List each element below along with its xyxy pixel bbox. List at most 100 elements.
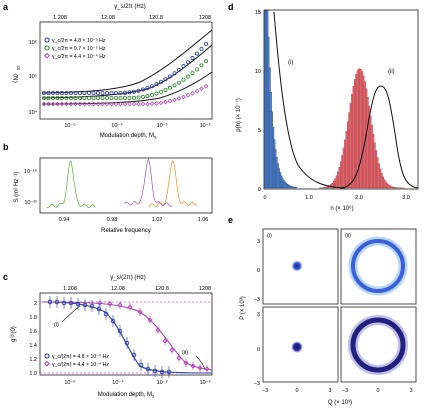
panel-a-point — [199, 63, 204, 68]
panel-a-point — [118, 96, 123, 101]
panel-a-point — [50, 101, 56, 107]
panel-a-point — [69, 91, 74, 96]
panel-c-point — [89, 303, 95, 309]
panel-c-y-tick: 1.6 — [29, 329, 37, 335]
panel-a-point — [123, 96, 128, 101]
panel-d-y-tick: 10 — [255, 69, 261, 75]
panel-a-point — [154, 91, 159, 96]
panel-b-y-tick: 10⁻²¹ — [24, 200, 37, 206]
panel-a-point — [145, 101, 150, 107]
panel-a-point — [46, 96, 51, 101]
panel-e-annot-i: (i) — [267, 233, 272, 239]
panel-a-point — [199, 86, 204, 92]
panel-c-point — [166, 369, 172, 375]
panel-a-point — [176, 96, 182, 101]
panel-b-spectrum-1 — [124, 158, 173, 207]
phase-space-ring-ii-theory — [350, 317, 406, 373]
panel-c-fit-purple — [41, 301, 213, 371]
panel-a-point — [149, 84, 154, 89]
panel-a-point — [96, 96, 101, 101]
panel-e-x-tick: −3 — [262, 388, 268, 394]
panel-b-y-label: S (m² Hz⁻¹) — [14, 172, 20, 203]
panel-a-point — [136, 88, 141, 93]
phase-space-dot-i — [291, 260, 303, 272]
panel-c-point — [117, 328, 123, 334]
panel-d-x-tick: 0 — [263, 195, 266, 201]
panel-c-y-label: g⁽²⁾(0) — [10, 326, 17, 342]
panel-a-point — [203, 41, 208, 46]
panel-a-point — [51, 96, 56, 101]
legend-marker-green — [44, 45, 50, 51]
panel-a-point — [176, 67, 181, 72]
panel-a-point — [158, 89, 163, 94]
panel-a-point — [127, 101, 132, 107]
panel-a-y-tick: 10⁴ — [29, 109, 38, 116]
panel-c: c γ_s/(2π) (Hz) 1.208 12.08 120.8 1208 g… — [3, 272, 213, 399]
panel-a-point — [190, 71, 195, 76]
phase-space-dot-i-theory — [291, 341, 303, 353]
panel-a-top-ticks: 1.208 12.08 120.8 1208 — [53, 15, 211, 21]
panel-a-x-tick: 10⁻⁴ — [111, 122, 123, 129]
panel-a-point — [100, 91, 105, 96]
panel-a-point — [123, 90, 128, 95]
panel-e-annot-ii: (ii) — [345, 233, 351, 239]
panel-a-point — [185, 60, 190, 65]
panel-a-point — [163, 77, 168, 82]
panel-a-point — [105, 91, 110, 96]
panel-c-point — [103, 311, 109, 317]
panel-d-x-tick: 1.0 — [305, 195, 313, 201]
panel-a-point — [199, 46, 204, 51]
panel-d-y-label: p(n) (× 10⁻⁷) — [235, 98, 242, 132]
panel-a-point — [181, 94, 186, 100]
panel-c-point — [183, 360, 189, 366]
panel-c-point — [197, 365, 203, 371]
panel-a-point — [96, 91, 101, 96]
panel-d-fit-ii — [339, 85, 419, 189]
panel-a-top-tick: 1208 — [199, 15, 211, 21]
panel-b-spectra — [46, 158, 197, 208]
panel-a-y-ticks: 10⁴ 10⁵ 10⁶ — [29, 39, 38, 116]
panel-c-x-tick: 10⁻⁴ — [112, 379, 124, 386]
panel-d-bar-i — [295, 187, 298, 189]
panel-a-point — [87, 96, 92, 101]
panel-b-x-tick: 1.06 — [198, 217, 209, 223]
panel-b-spectrum-2 — [148, 160, 197, 208]
panel-a-point — [131, 95, 136, 100]
panel-a-point — [64, 96, 69, 101]
panel-a-point — [140, 101, 146, 107]
panel-c-legend-item: γ_c/(2π) = 4.4 × 10⁻⁴ Hz — [52, 362, 109, 368]
panel-a-point — [203, 59, 208, 64]
panel-c-point — [75, 301, 81, 307]
panel-a-point — [73, 91, 78, 96]
panel-e-y-tick: 0 — [257, 347, 260, 353]
panel-a-point — [154, 82, 159, 87]
panel-d-axes-frame — [263, 9, 419, 190]
panel-a-point — [91, 96, 96, 101]
panel-a-point — [185, 92, 191, 98]
panel-d-y-tick: 15 — [255, 10, 261, 16]
panel-c-point — [204, 366, 210, 372]
panel-a-legend: γ_c/2π = 4.8 × 10⁻⁵ Hz γ_c/2π = 9.7 × 10… — [44, 37, 106, 60]
panel-c-legend-item: γ_c/(2π) = 4.8 × 10⁻⁵ Hz — [52, 354, 109, 360]
panel-a-point — [73, 101, 78, 107]
panel-c-point — [137, 309, 143, 315]
panel-a-point — [42, 91, 47, 96]
panel-a-point — [118, 101, 123, 107]
panel-e-y-tick: 3 — [257, 239, 260, 245]
panel-a-point — [109, 96, 114, 101]
panel-a-top-axis-label: γ_s/2π (Hz) — [114, 4, 145, 10]
panel-a-point — [68, 101, 74, 107]
panel-a-point — [172, 97, 177, 103]
panel-e-x-tick: 0 — [295, 388, 298, 394]
panel-a-point — [122, 101, 128, 107]
panel-a-point — [140, 94, 145, 99]
panel-a-point — [105, 96, 110, 101]
panel-a-point — [82, 96, 87, 101]
panel-c-x-tick: 10⁻⁵ — [64, 379, 75, 386]
panel-e-x-tick: 3 — [328, 388, 331, 394]
panel-a-data-points — [41, 41, 209, 107]
panel-c-x-label: Modulation depth, Ms — [98, 392, 155, 399]
panel-c-point — [124, 340, 130, 346]
panel-c-point — [155, 327, 161, 333]
